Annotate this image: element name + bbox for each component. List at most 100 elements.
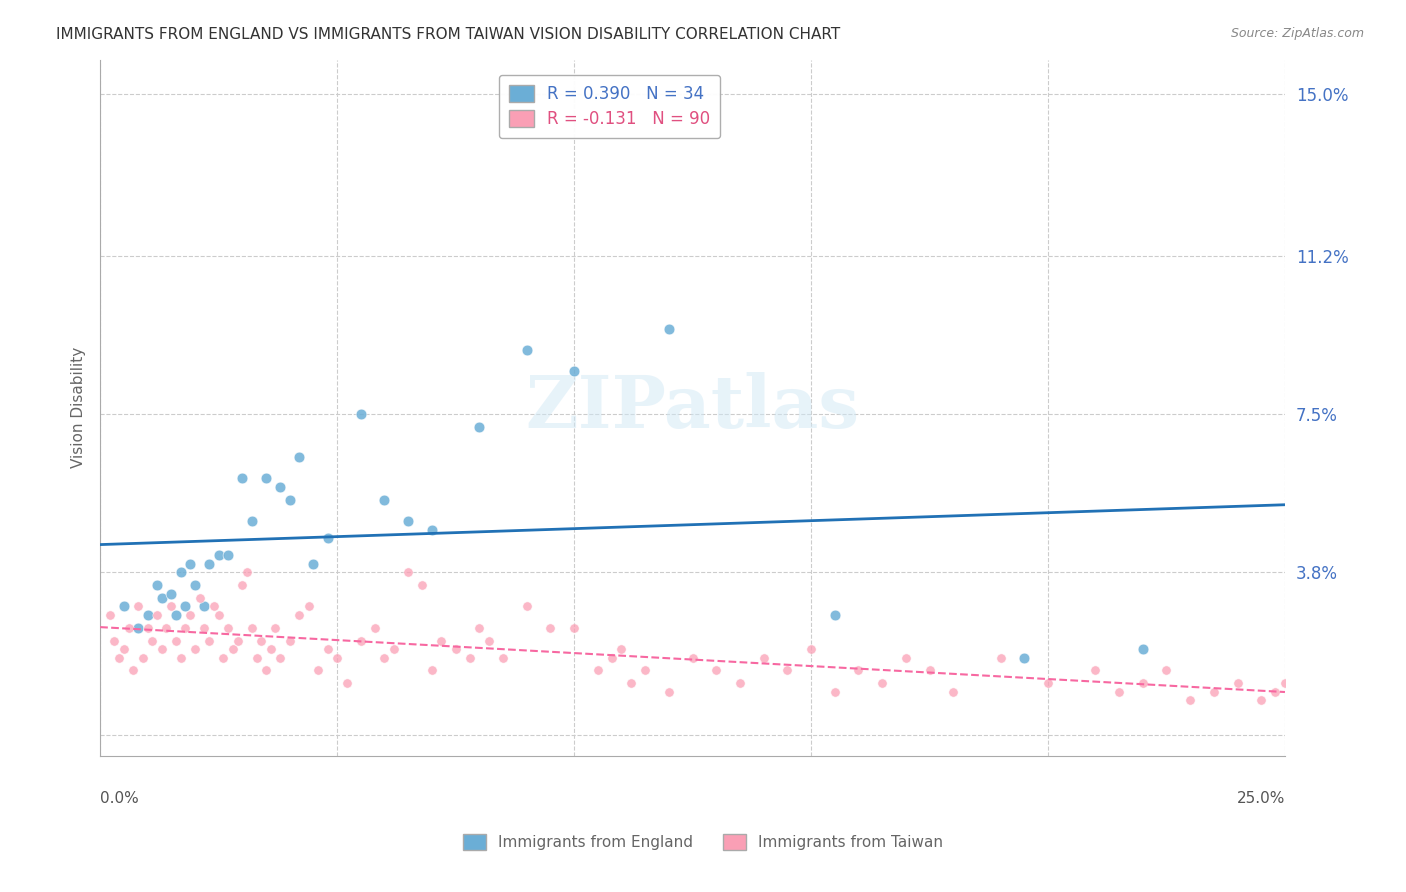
Point [350, 633, 373, 648]
Point [165, 607, 187, 622]
Text: Source: ZipAtlas.com: Source: ZipAtlas.com [1230, 27, 1364, 40]
Point [307, 664, 329, 678]
Point [620, 676, 643, 690]
Point [776, 664, 799, 678]
Point [108, 650, 131, 665]
Text: IMMIGRANTS FROM ENGLAND VS IMMIGRANTS FROM TAIWAN VISION DISABILITY CORRELATION : IMMIGRANTS FROM ENGLAND VS IMMIGRANTS FR… [56, 27, 841, 42]
Point [141, 633, 163, 648]
Point [122, 664, 145, 678]
Point [610, 642, 633, 657]
Point [254, 664, 277, 678]
Point [245, 650, 267, 665]
Point [160, 586, 183, 600]
Point [288, 607, 311, 622]
Point [326, 650, 349, 665]
Point [150, 642, 173, 657]
Point [468, 621, 491, 635]
Point [942, 685, 965, 699]
Point [264, 621, 287, 635]
Text: ZIPatlas: ZIPatlas [526, 372, 859, 443]
Point [396, 514, 419, 528]
Point [254, 471, 277, 485]
Point [112, 599, 135, 614]
Point [382, 642, 405, 657]
Legend: Immigrants from England, Immigrants from Taiwan: Immigrants from England, Immigrants from… [456, 826, 950, 857]
Point [824, 685, 846, 699]
Point [373, 492, 395, 507]
Point [492, 650, 515, 665]
Point [198, 557, 221, 571]
Point [198, 633, 221, 648]
Point [373, 650, 395, 665]
Point [170, 650, 193, 665]
Point [288, 450, 311, 464]
Point [682, 650, 704, 665]
Point [212, 650, 235, 665]
Point [316, 531, 339, 545]
Point [516, 599, 538, 614]
Point [752, 650, 775, 665]
Point [188, 591, 211, 605]
Point [1036, 676, 1059, 690]
Point [1108, 685, 1130, 699]
Point [170, 566, 193, 580]
Point [179, 607, 201, 622]
Point [634, 664, 657, 678]
Point [444, 642, 467, 657]
Point [155, 621, 177, 635]
Point [222, 642, 245, 657]
Point [146, 578, 169, 592]
Point [848, 664, 870, 678]
Point [704, 664, 727, 678]
Point [420, 523, 443, 537]
Point [298, 599, 321, 614]
Point [411, 578, 433, 592]
Point [217, 621, 239, 635]
Point [179, 557, 201, 571]
Point [269, 480, 291, 494]
Point [250, 633, 273, 648]
Point [103, 633, 125, 648]
Text: 25.0%: 25.0% [1237, 790, 1285, 805]
Point [990, 650, 1012, 665]
Point [127, 621, 149, 635]
Point [824, 607, 846, 622]
Point [1156, 664, 1178, 678]
Point [269, 650, 291, 665]
Point [478, 633, 501, 648]
Point [132, 650, 155, 665]
Point [458, 650, 481, 665]
Point [184, 642, 207, 657]
Point [538, 621, 561, 635]
Point [165, 633, 187, 648]
Point [396, 566, 419, 580]
Point [112, 642, 135, 657]
Point [420, 664, 443, 678]
Point [350, 407, 373, 421]
Point [236, 566, 259, 580]
Point [516, 343, 538, 357]
Point [1202, 685, 1225, 699]
Point [1274, 676, 1296, 690]
Point [658, 322, 681, 336]
Point [586, 664, 609, 678]
Point [150, 591, 173, 605]
Point [207, 607, 229, 622]
Point [316, 642, 339, 657]
Point [207, 548, 229, 562]
Point [240, 621, 263, 635]
Point [335, 676, 357, 690]
Point [278, 492, 301, 507]
Point [260, 642, 283, 657]
Point [136, 621, 159, 635]
Point [127, 599, 149, 614]
Point [217, 548, 239, 562]
Point [160, 599, 183, 614]
Point [600, 650, 623, 665]
Point [278, 633, 301, 648]
Point [364, 621, 387, 635]
Point [136, 607, 159, 622]
Point [800, 642, 823, 657]
Point [1250, 693, 1272, 707]
Point [117, 621, 139, 635]
